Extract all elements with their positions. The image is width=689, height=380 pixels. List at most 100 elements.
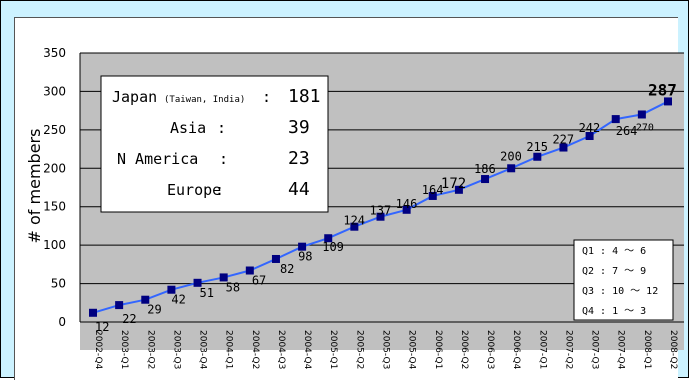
- data-point: [664, 97, 672, 106]
- y-tick-label: 200: [43, 161, 66, 175]
- x-tick-label: 2003-Q3: [171, 330, 181, 369]
- data-point: [193, 278, 202, 287]
- x-tick-label: 2003-Q2: [145, 330, 155, 369]
- region-subtext: (Taiwan, India): [164, 95, 245, 105]
- data-label: 58: [226, 280, 240, 294]
- region-value: 39: [288, 117, 310, 138]
- x-tick-label: 2006-Q3: [485, 330, 495, 369]
- region-name: Europe: [167, 181, 221, 199]
- series-markers: [89, 97, 672, 317]
- data-point: [428, 191, 437, 200]
- quarter-legend-line: Q4 : 1 ～ 3: [582, 306, 646, 317]
- region-value: 23: [288, 148, 310, 169]
- data-label: 146: [396, 197, 418, 211]
- data-label: 242: [579, 121, 601, 135]
- x-tick-label: 2008-Q2: [668, 330, 678, 369]
- region-name: Japan: [112, 88, 157, 106]
- x-tick-label: 2005-Q1: [328, 330, 338, 369]
- data-label: 42: [171, 293, 185, 307]
- x-tick-label: 2008-Q1: [642, 330, 652, 369]
- region-colon: :: [219, 150, 228, 168]
- x-tick-label: 2005-Q4: [407, 330, 417, 370]
- data-point: [167, 285, 176, 294]
- region-value: 181: [288, 86, 321, 107]
- y-tick-label: 300: [43, 84, 66, 98]
- data-point: [507, 164, 516, 173]
- x-tick-label: 2004-Q1: [224, 330, 234, 369]
- data-point: [585, 132, 594, 141]
- data-point: [637, 110, 646, 119]
- x-tick-label: 2006-Q4: [511, 330, 521, 370]
- data-label: 109: [322, 240, 344, 254]
- data-label: 98: [298, 250, 312, 264]
- data-point: [376, 212, 385, 221]
- data-point: [219, 273, 228, 282]
- y-axis-title: # of members: [25, 129, 44, 244]
- x-tick-label: 2004-Q4: [302, 330, 312, 370]
- data-label: 137: [370, 204, 392, 218]
- region-colon: :: [262, 88, 271, 106]
- data-label: 227: [552, 133, 574, 147]
- data-label: 164: [422, 183, 444, 197]
- data-point: [115, 301, 124, 310]
- data-label: 124: [343, 214, 365, 228]
- data-label: 172: [441, 176, 466, 192]
- data-point: [298, 242, 307, 251]
- data-label: 287: [648, 80, 677, 99]
- data-label: 200: [500, 149, 522, 163]
- x-tick-label: 2006-Q1: [433, 330, 443, 369]
- x-tick-label: 2007-Q1: [537, 330, 547, 369]
- data-point: [350, 222, 359, 231]
- data-label: 270: [636, 122, 654, 133]
- data-label: 82: [280, 262, 294, 276]
- data-point: [559, 143, 568, 152]
- x-tick-label: 2004-Q3: [276, 330, 286, 369]
- quarter-legend-line: Q2 : 7 ～ 9: [582, 266, 646, 277]
- data-point: [454, 185, 463, 194]
- region-colon: :: [217, 119, 226, 137]
- quarter-legend-line: Q3 : 10 ～ 12: [582, 286, 658, 297]
- y-tick-label: 0: [58, 315, 66, 329]
- y-tick-label: 350: [43, 46, 66, 60]
- data-point: [271, 254, 280, 263]
- x-tick-label: 2004-Q2: [250, 330, 260, 369]
- x-tick-labels: 2002-Q4 2003-Q1 2003-Q2 2003-Q3 2003-Q4 2004-…: [93, 330, 678, 370]
- x-tick-label: 2002-Q4: [93, 330, 103, 370]
- data-point: [141, 295, 150, 304]
- y-tick-label: 50: [51, 277, 66, 291]
- data-point: [245, 266, 254, 275]
- x-tick-label: 2005-Q3: [381, 330, 391, 369]
- data-label: 51: [200, 286, 214, 300]
- quarter-legend: Q1 : 4 ～ 6 Q2 : 7 ～ 9 Q3 : 10 ～ 12 Q4 : 1 ～…: [573, 239, 674, 321]
- region-value: 44: [288, 179, 310, 200]
- data-point: [481, 175, 490, 184]
- data-point: [324, 234, 333, 243]
- data-label: 67: [252, 274, 266, 288]
- x-tick-label: 2005-Q2: [354, 330, 364, 369]
- x-tick-label: 2007-Q3: [590, 330, 600, 369]
- data-point: [611, 115, 620, 124]
- region-name: Asia: [170, 119, 206, 137]
- data-label: 12: [95, 320, 109, 334]
- region-colon: :: [215, 181, 224, 199]
- x-tick-label: 2003-Q1: [119, 330, 129, 369]
- x-tick-label: 2007-Q2: [563, 330, 573, 369]
- data-point: [89, 308, 97, 317]
- x-tick-label: 2006-Q2: [459, 330, 469, 369]
- y-tick-labels: 0 50 100 150 200 250 300 350: [43, 46, 66, 329]
- y-tick-label: 250: [43, 123, 66, 137]
- data-point: [533, 152, 542, 161]
- data-label: 215: [526, 140, 548, 154]
- data-label: 186: [474, 162, 496, 176]
- x-tick-label: 2007-Q4: [616, 330, 626, 370]
- y-tick-label: 100: [43, 238, 66, 252]
- data-label: 29: [147, 303, 161, 317]
- y-tick-label: 150: [43, 200, 66, 214]
- region-name: N America: [117, 150, 198, 168]
- data-label: 264: [616, 124, 638, 138]
- data-point: [402, 205, 411, 214]
- data-label: 22: [122, 312, 136, 326]
